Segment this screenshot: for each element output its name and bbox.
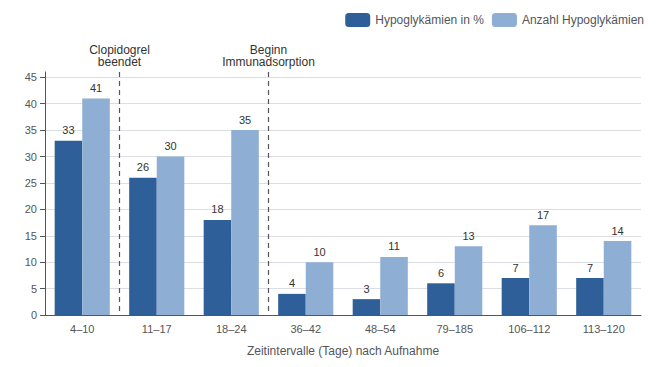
svg-text:79–185: 79–185 — [436, 323, 473, 335]
svg-text:Clopidogrel: Clopidogrel — [89, 43, 150, 57]
svg-text:18: 18 — [211, 203, 223, 215]
svg-text:Immunadsorption: Immunadsorption — [222, 55, 315, 69]
svg-text:25: 25 — [25, 177, 37, 189]
svg-text:30: 30 — [164, 140, 176, 152]
svg-text:4: 4 — [289, 277, 295, 289]
svg-text:48–54: 48–54 — [365, 323, 396, 335]
svg-text:14: 14 — [611, 225, 623, 237]
svg-text:45: 45 — [25, 71, 37, 83]
svg-text:26: 26 — [137, 161, 149, 173]
svg-text:0: 0 — [31, 309, 37, 321]
svg-text:4–10: 4–10 — [70, 323, 94, 335]
svg-text:3: 3 — [363, 283, 369, 295]
svg-text:11–17: 11–17 — [142, 323, 172, 335]
svg-text:10: 10 — [25, 256, 37, 268]
svg-text:Zeitintervalle (Tage) nach Auf: Zeitintervalle (Tage) nach Aufnahme — [247, 344, 439, 358]
svg-text:7: 7 — [512, 262, 518, 274]
svg-text:5: 5 — [31, 283, 37, 295]
svg-text:33: 33 — [62, 124, 74, 136]
svg-text:6: 6 — [438, 267, 444, 279]
svg-text:Anzahl Hypoglykämien: Anzahl Hypoglykämien — [522, 13, 644, 27]
svg-text:beendet: beendet — [98, 55, 142, 69]
svg-text:36–42: 36–42 — [290, 323, 321, 335]
svg-text:15: 15 — [25, 230, 37, 242]
svg-text:Beginn: Beginn — [249, 43, 288, 57]
svg-text:18–24: 18–24 — [216, 323, 247, 335]
svg-text:13: 13 — [462, 230, 474, 242]
svg-text:11: 11 — [388, 240, 399, 252]
svg-text:40: 40 — [25, 98, 37, 110]
svg-text:35: 35 — [239, 114, 251, 126]
svg-text:7: 7 — [587, 262, 593, 274]
svg-text:Hypoglykämien in %: Hypoglykämien in % — [375, 13, 484, 27]
svg-text:113–120: 113–120 — [583, 323, 625, 335]
svg-text:20: 20 — [25, 203, 37, 215]
svg-text:10: 10 — [313, 246, 325, 258]
svg-text:17: 17 — [537, 209, 549, 221]
svg-text:41: 41 — [90, 82, 102, 94]
svg-text:30: 30 — [25, 151, 37, 163]
svg-text:106–112: 106–112 — [508, 323, 550, 335]
svg-text:35: 35 — [25, 124, 37, 136]
